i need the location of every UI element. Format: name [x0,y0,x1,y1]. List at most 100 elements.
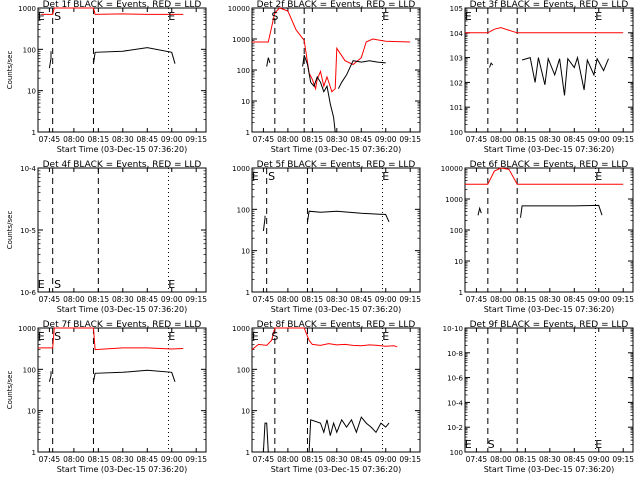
x-tick-label: 08:45 [136,295,158,304]
y-tick-label: 10 [27,88,36,96]
x-tick-label: 08:45 [136,455,158,464]
x-tick-label: 09:15 [185,455,207,464]
x-tick-label: 07:45 [466,135,488,144]
x-tick-label: 07:45 [39,135,61,144]
event-marker-e: E [168,10,175,23]
series-events-line [308,416,390,453]
x-tick-label: 09:00 [375,135,397,144]
series-events-line [337,60,386,89]
y-tick-label: 10 [241,248,250,256]
y-tick-label: 10 [454,258,463,266]
x-tick-label: 09:00 [161,135,183,144]
plot-frame [464,167,634,293]
x-tick-label: 09:00 [161,455,183,464]
series-events-line [477,206,482,216]
y-tick-label: 10 [27,408,36,416]
series-events-line [520,204,603,218]
event-marker-e: E [252,330,259,343]
x-axis-label: Start Time (03-Dec-15 07:36:20) [57,465,188,474]
x-tick-label: 07:45 [466,295,488,304]
event-marker-e: E [38,10,45,23]
panel-title: Det 7f BLACK = Events, RED = LLD [43,320,202,330]
x-tick-label: 07:45 [253,295,275,304]
event-marker-e: E [595,170,602,183]
x-axis-label: Start Time (03-Dec-15 07:36:20) [484,465,615,474]
event-marker-s: S [54,330,61,343]
panel-title: Det 8f BLACK = Events, RED = LLD [257,320,416,330]
event-marker-e: E [382,10,389,23]
x-tick-label: 08:15 [88,455,110,464]
y-tick-label: 10-8 [447,350,463,358]
x-tick-label: 09:00 [375,455,397,464]
panel-title: Det 3f BLACK = Events, RED = LLD [470,0,629,10]
y-tick-label: 10-6 [20,289,36,297]
y-tick-label: 100 [237,67,250,75]
series-events-line [307,210,390,223]
x-tick-label: 08:45 [350,135,372,144]
panel-title: Det 6f BLACK = Events, RED = LLD [470,160,629,170]
y-tick-label: 100 [450,227,463,235]
x-tick-label: 08:00 [277,295,299,304]
event-marker-e: E [382,330,389,343]
panel-title: Det 4f BLACK = Events, RED = LLD [43,160,202,170]
plot-frame [37,327,207,453]
x-tick-label: 08:45 [350,455,372,464]
y-tick-label: 1000 [232,36,250,44]
x-tick-label: 08:00 [277,455,299,464]
y-tick-label: 105 [450,5,463,13]
y-tick-label: 10000 [441,165,463,173]
panel-title: Det 5f BLACK = Events, RED = LLD [257,160,416,170]
y-tick-label: 101 [450,104,463,112]
x-tick-label: 08:15 [302,295,324,304]
series-lld-line [251,327,398,350]
y-tick-label: 10000 [228,5,250,13]
x-tick-label: 08:15 [515,455,537,464]
series-events-line [302,55,336,133]
x-axis-label: Start Time (03-Dec-15 07:36:20) [271,145,402,154]
event-marker-e: E [595,438,602,451]
x-tick-label: 08:45 [563,295,585,304]
x-tick-label: 09:00 [588,455,610,464]
series-lld-line [465,27,624,34]
event-marker-s: S [268,170,275,183]
event-marker-e: E [465,438,472,451]
y-tick-label: 1000 [232,325,250,333]
x-tick-label: 09:00 [588,295,610,304]
x-tick-label: 08:45 [563,135,585,144]
series-events-line [93,47,176,64]
y-tick-label: 1000 [445,196,463,204]
x-tick-label: 08:30 [539,295,561,304]
x-axis-label: Start Time (03-Dec-15 07:36:20) [271,305,402,314]
series-events-line [48,51,52,69]
event-marker-e: E [168,278,175,291]
y-tick-label: 100 [450,129,463,137]
x-tick-label: 08:15 [515,295,537,304]
y-tick-label: 103 [450,55,463,63]
y-tick-label: 100 [23,366,36,374]
y-axis-label: Counts/sec [6,51,14,90]
event-marker-e: E [382,170,389,183]
y-tick-label: 1 [246,129,250,137]
x-tick-label: 08:45 [350,295,372,304]
x-tick-label: 08:45 [136,135,158,144]
x-tick-label: 08:15 [88,135,110,144]
series-lld-line [465,167,624,185]
plot-frame [251,327,421,453]
series-events-line [489,62,494,68]
x-tick-label: 09:15 [399,295,421,304]
x-tick-label: 09:15 [399,135,421,144]
series-lld-line [38,327,184,351]
event-marker-s: S [271,10,278,23]
y-tick-label: 1 [246,289,250,297]
y-tick-label: 10-5 [20,227,36,235]
x-tick-label: 08:15 [302,135,324,144]
x-tick-label: 07:45 [253,455,275,464]
event-marker-e: E [38,278,45,291]
event-marker-e: E [595,10,602,23]
